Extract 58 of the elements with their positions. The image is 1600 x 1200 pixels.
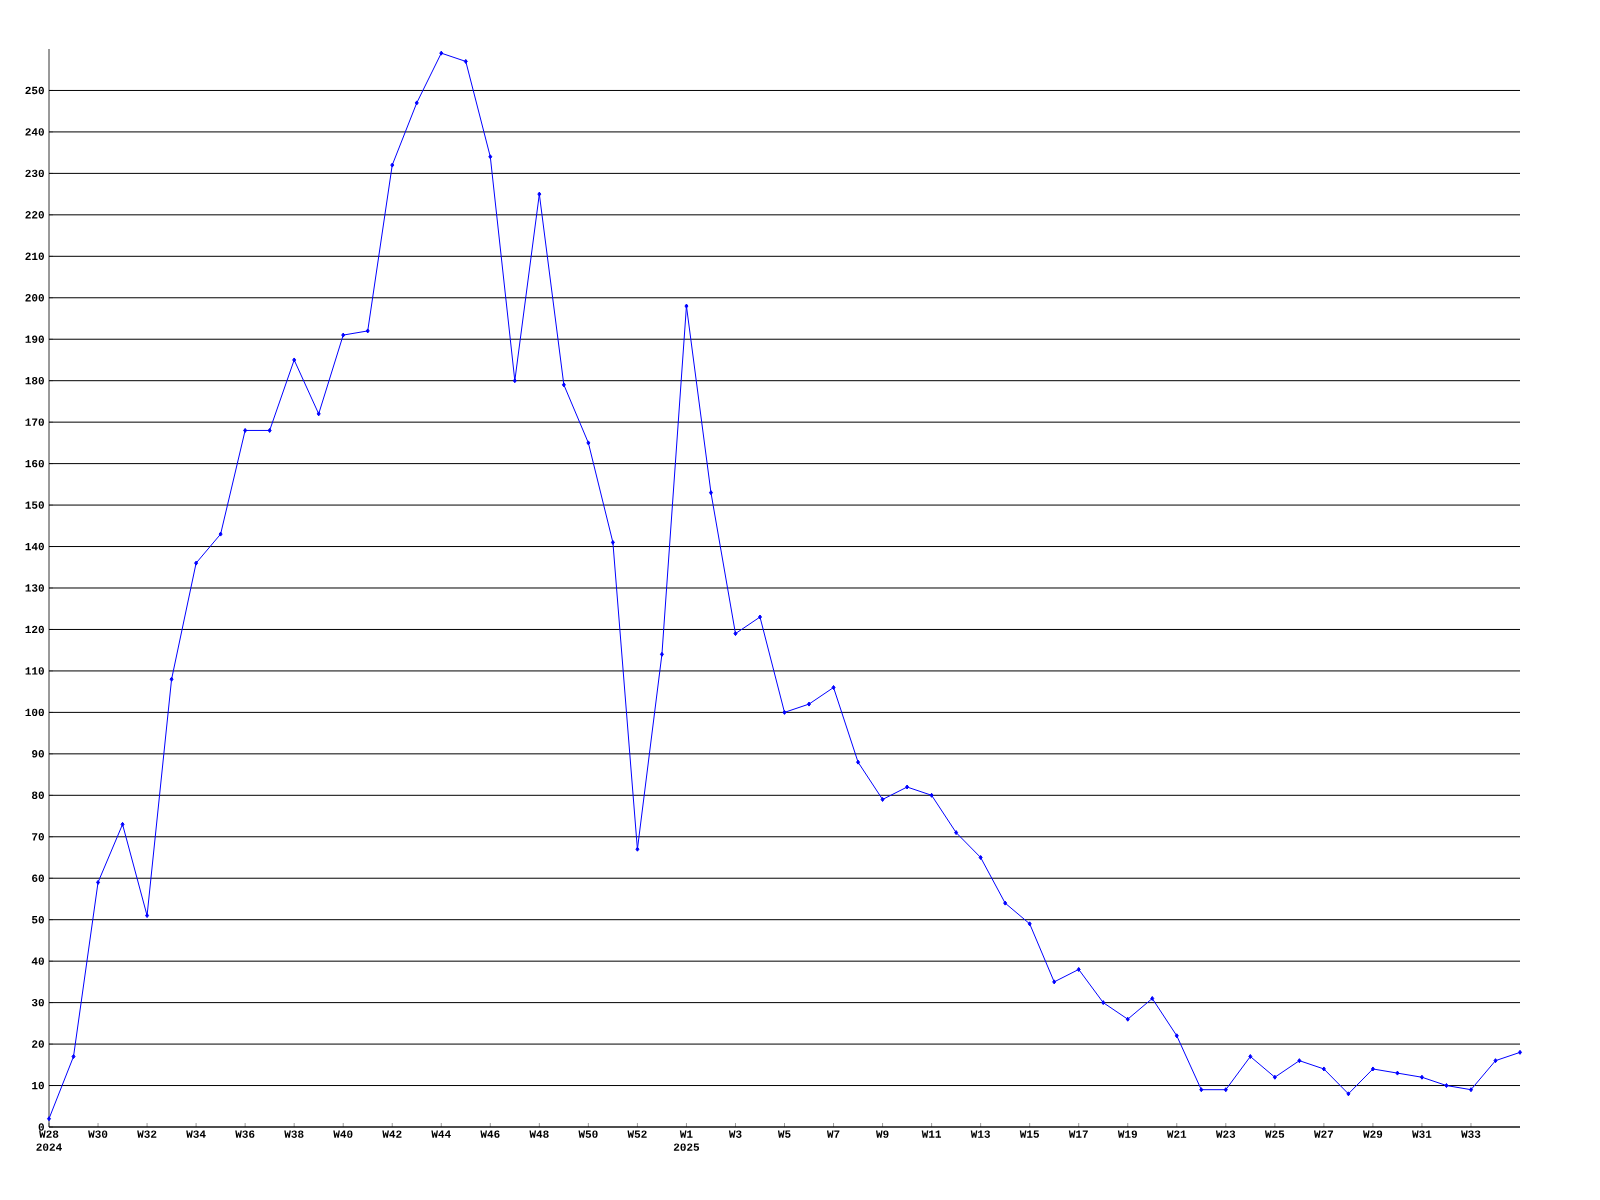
y-tick-label: 30 bbox=[31, 998, 44, 1007]
y-tick-label: 180 bbox=[25, 376, 44, 385]
y-tick-label: 250 bbox=[25, 86, 44, 95]
y-tick-label: 160 bbox=[25, 459, 44, 468]
x-tick-label: W34 bbox=[186, 1130, 206, 1138]
y-tick-label: 110 bbox=[25, 667, 44, 675]
x-tick-label: W25 bbox=[1264, 1130, 1285, 1138]
x-tick-label: W48 bbox=[529, 1130, 549, 1138]
y-tick-label: 220 bbox=[25, 211, 44, 219]
x-tick-label: W15 bbox=[1019, 1130, 1039, 1138]
y-tick-label: 120 bbox=[25, 625, 44, 634]
x-tick-label: W23 bbox=[1215, 1130, 1236, 1138]
text: 2024 bbox=[36, 1143, 62, 1151]
y-tick-label: 140 bbox=[25, 542, 44, 551]
y-tick-label: 0 bbox=[38, 1123, 44, 1131]
y-tick-label: 170 bbox=[25, 418, 44, 426]
x-tick-label: W19 bbox=[1117, 1130, 1137, 1138]
x-tick-label: W52 bbox=[627, 1130, 647, 1138]
x-tick-label: W42 bbox=[382, 1130, 402, 1138]
x-tick-label: W3 bbox=[728, 1130, 742, 1138]
x-tick-label: W27 bbox=[1313, 1130, 1334, 1138]
y-tick-label: 50 bbox=[31, 915, 44, 924]
x-tick-label: W9 bbox=[875, 1130, 889, 1138]
y-tick-label: 20 bbox=[32, 1040, 44, 1048]
x-tick-label: W38 bbox=[284, 1130, 304, 1138]
x-tick-label: W50 bbox=[578, 1130, 598, 1138]
y-tick-label: 90 bbox=[32, 750, 44, 758]
x-tick-label: W32 bbox=[137, 1130, 157, 1138]
x-tick-label: W36 bbox=[235, 1130, 255, 1138]
x-tick-label: W33 bbox=[1461, 1130, 1481, 1138]
x-tick-label: W40 bbox=[333, 1130, 353, 1138]
x-tick-label: W11 bbox=[921, 1130, 942, 1138]
x-tick-label: W29 bbox=[1363, 1130, 1383, 1138]
y-tick-label: 40 bbox=[31, 957, 44, 965]
x-tick-label: W31 bbox=[1412, 1130, 1432, 1138]
x-tick-label: W21 bbox=[1166, 1130, 1187, 1138]
x-tick-label: W28 bbox=[39, 1130, 59, 1138]
x-tick-label: W5 bbox=[777, 1130, 791, 1138]
y-tick-label: 70 bbox=[32, 833, 44, 841]
y-tick-label: 60 bbox=[32, 874, 44, 882]
y-tick-label: 200 bbox=[25, 294, 44, 302]
y-tick-label: 230 bbox=[25, 169, 44, 178]
x-tick-label: W7 bbox=[826, 1130, 840, 1138]
x-tick-label: W17 bbox=[1068, 1130, 1088, 1138]
y-tick-label: 240 bbox=[25, 128, 44, 136]
x-tick-label: W30 bbox=[88, 1130, 108, 1138]
y-tick-label: 10 bbox=[32, 1081, 44, 1090]
x-tick-label: W44 bbox=[431, 1130, 451, 1138]
text: 2025 bbox=[673, 1143, 700, 1151]
y-tick-label: 100 bbox=[25, 708, 44, 717]
y-tick-label: 210 bbox=[25, 252, 44, 261]
y-tick-label: 150 bbox=[25, 501, 44, 509]
y-tick-label: 130 bbox=[25, 584, 44, 592]
y-tick-label: 80 bbox=[31, 791, 44, 800]
y-tick-label: 190 bbox=[25, 335, 44, 343]
x-tick-label: W13 bbox=[970, 1130, 990, 1138]
x-tick-label: W1 bbox=[679, 1130, 693, 1138]
x-tick-label: W46 bbox=[480, 1130, 500, 1138]
